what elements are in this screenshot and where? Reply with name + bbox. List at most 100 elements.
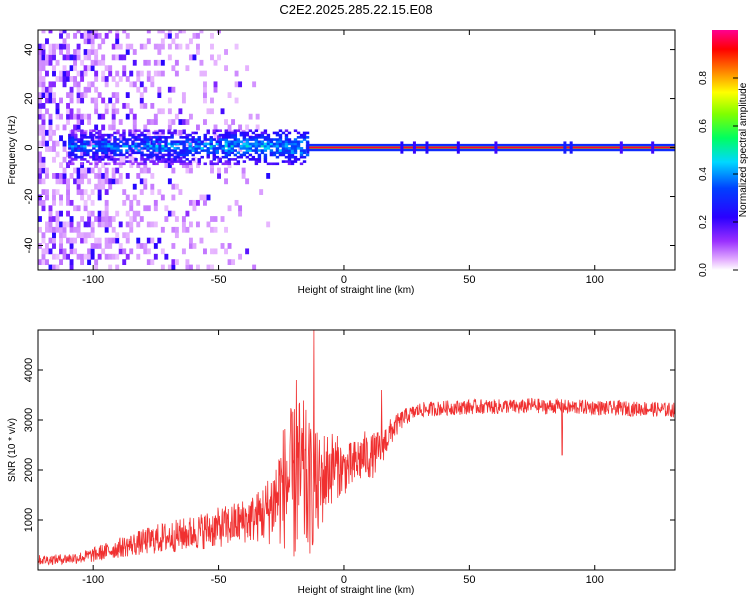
heatmap-cell (132, 183, 137, 190)
heatmap-cell (157, 151, 162, 158)
heatmap-cell (170, 153, 174, 157)
heatmap-cell (41, 232, 46, 239)
heatmap-cell (55, 189, 60, 195)
heatmap-cell (115, 70, 120, 77)
heatmap-cell (146, 136, 150, 139)
heatmap-cell (194, 138, 198, 141)
heatmap-cell (275, 133, 280, 137)
heatmap-cell (38, 199, 42, 206)
heatmap-cell (90, 140, 95, 147)
heatmap-cell (199, 70, 204, 77)
heatmap-cell (101, 38, 106, 45)
heatmap-cell (143, 205, 148, 212)
heatmap-cell (203, 119, 207, 125)
heatmap-cell (200, 147, 204, 150)
heatmap-cell (254, 151, 259, 155)
heatmap-cell (257, 136, 262, 139)
heatmap-cell (299, 153, 304, 157)
heatmap-cell (195, 199, 200, 206)
heatmap-cell (73, 54, 78, 61)
heatmap-cell (287, 162, 292, 166)
heatmap-cell (115, 232, 120, 239)
heatmap-cell (217, 54, 221, 61)
heatmap-cell (83, 237, 88, 244)
heatmap-cell (45, 70, 49, 77)
heatmap-cell (55, 124, 60, 131)
heatmap-cell (69, 199, 74, 206)
heatmap-cell (83, 153, 87, 157)
heatmap-cell (108, 243, 113, 249)
heatmap-cell (101, 216, 106, 222)
heatmap-cell (146, 167, 151, 174)
heatmap-cell (153, 199, 158, 206)
heatmap-cell (146, 119, 151, 125)
heatmap-cell (230, 133, 235, 137)
heatmap-cell (71, 162, 75, 166)
heatmap-cell (140, 162, 144, 166)
heatmap-cell (94, 124, 99, 131)
heatmap-cell (182, 162, 186, 166)
heatmap-cell (122, 138, 126, 141)
heatmap-cell (278, 140, 283, 144)
heatmap-cell (213, 81, 218, 88)
heatmap-cell (146, 38, 151, 45)
heatmap-cell (95, 153, 99, 157)
heatmap-cell (122, 162, 126, 166)
heatmap-cell (185, 140, 190, 147)
heatmap-cell (80, 232, 85, 239)
heatmap-cell (185, 210, 190, 217)
heatmap-cell (110, 149, 114, 152)
snr-frame (37, 329, 676, 571)
heatmap-cell (185, 119, 190, 125)
heatmap-cell (146, 30, 151, 34)
heatmap-cell (178, 30, 183, 34)
heatmap-cell (278, 136, 283, 139)
heatmap-cell (260, 151, 265, 155)
heatmap-cell (69, 221, 74, 228)
heatmap-cell (38, 167, 42, 174)
heatmap-cell (122, 65, 127, 72)
heatmap-cell (80, 131, 84, 135)
heatmap-cell (287, 155, 292, 159)
heatmap-cell (136, 210, 141, 217)
heatmap-cell (173, 131, 177, 135)
heatmap-cell (66, 70, 70, 77)
heatmap-cell (170, 140, 174, 144)
heatmap-cell (38, 178, 42, 185)
heatmap-cell (224, 65, 228, 72)
heatmap-cell (293, 149, 298, 152)
heatmap-cell (188, 264, 193, 270)
heatmap-cell (188, 151, 192, 155)
y-tick-label: 2000 (23, 458, 35, 482)
heatmap-cell (108, 30, 113, 34)
heatmap-cell (185, 153, 189, 157)
heatmap-cell (131, 149, 135, 152)
heatmap-cell (52, 146, 56, 152)
heatmap-cell (74, 136, 78, 139)
heatmap-cell (111, 124, 116, 131)
heatmap-cell (101, 124, 106, 131)
heatmap-cell (164, 147, 168, 150)
heatmap-cell (94, 97, 99, 104)
heatmap-cell (48, 124, 53, 131)
heatmap-cell (66, 49, 70, 55)
heatmap-cell (118, 221, 123, 228)
heatmap-cell (143, 153, 147, 157)
heatmap-cell (203, 194, 207, 201)
heatmap-cell (143, 140, 147, 144)
heatmap-cell (185, 158, 189, 161)
heatmap-cell (80, 253, 85, 260)
heatmap-cell (155, 136, 159, 139)
heatmap-cell (38, 194, 42, 201)
heatmap-cell (94, 32, 99, 39)
heatmap-cell (62, 173, 67, 179)
heatmap-cell (251, 158, 256, 161)
heatmap-cell (83, 142, 87, 146)
heatmap-cell (83, 70, 88, 77)
heatmap-cell (215, 129, 219, 133)
heatmap-cell (170, 144, 174, 148)
heatmap-cell (206, 129, 210, 133)
heatmap-cell (167, 32, 172, 39)
y-tick-label: 1000 (23, 508, 35, 532)
heatmap-cell (101, 140, 105, 144)
